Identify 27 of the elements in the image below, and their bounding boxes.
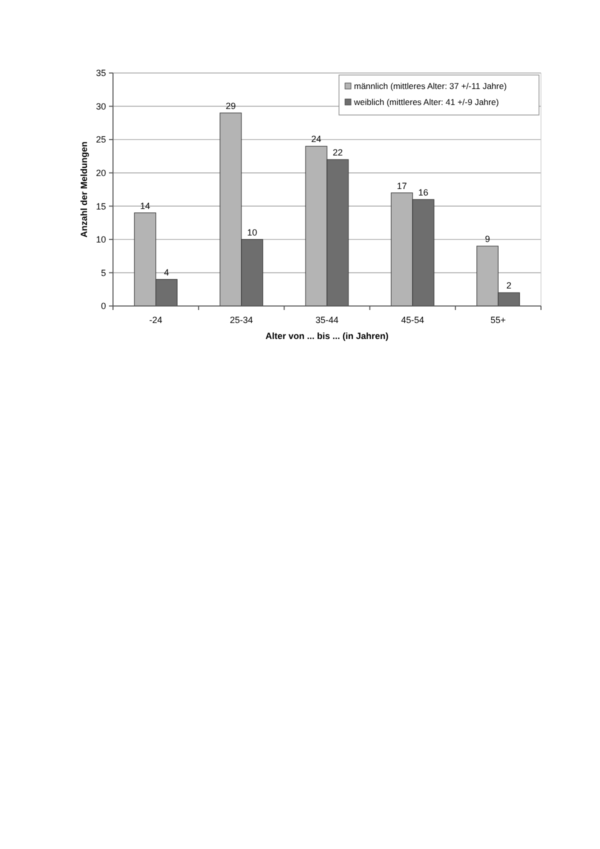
y-tick-label: 5 bbox=[100, 268, 106, 278]
data-label: 14 bbox=[140, 200, 150, 211]
data-label: 29 bbox=[226, 100, 236, 111]
x-tick-label: 25-34 bbox=[230, 315, 253, 325]
data-label: 2 bbox=[506, 280, 512, 291]
x-tick-label: 45-54 bbox=[401, 315, 424, 325]
x-tick-label: 35-44 bbox=[315, 315, 339, 325]
data-label: 16 bbox=[418, 187, 428, 198]
data-label: 24 bbox=[311, 134, 322, 144]
x-axis-title: Alter von ... bis ... (in Jahren) bbox=[265, 331, 389, 341]
data-label: 17 bbox=[396, 180, 407, 191]
y-axis-title: Anzahl der Meldungen bbox=[79, 141, 89, 238]
x-tick-label: 55+ bbox=[490, 315, 506, 325]
y-tick-label: 10 bbox=[96, 234, 106, 245]
y-tick-label: 0 bbox=[100, 301, 106, 312]
y-tick-label: 20 bbox=[96, 168, 106, 178]
data-label: 4 bbox=[164, 267, 170, 278]
data-label: 22 bbox=[332, 148, 343, 158]
y-tick-label: 25 bbox=[96, 134, 106, 145]
x-tick-label: -24 bbox=[149, 315, 162, 325]
y-tick-label: 15 bbox=[96, 201, 106, 212]
y-tick-label: 30 bbox=[96, 101, 106, 112]
legend-label: weiblich (mittleres Alter: 41 +/-9 Jahre) bbox=[353, 96, 499, 107]
y-tick-label: 35 bbox=[96, 68, 106, 78]
data-label: 9 bbox=[484, 234, 490, 244]
data-label: 10 bbox=[247, 227, 258, 238]
legend-label: männlich (mittleres Alter: 37 +/-11 Jahre) bbox=[354, 80, 507, 91]
